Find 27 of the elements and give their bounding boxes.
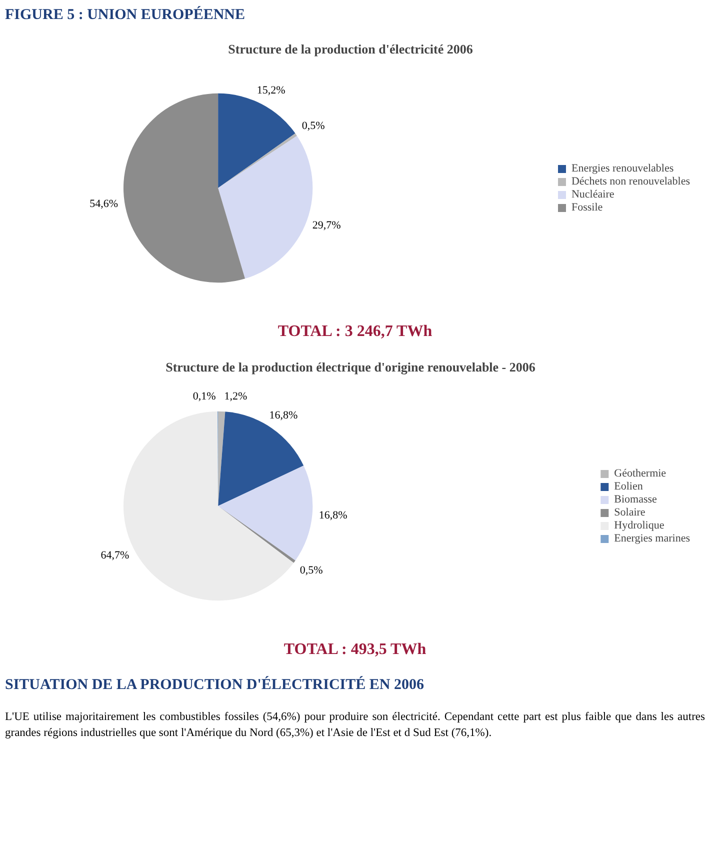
data-label: 16,8% <box>318 509 348 522</box>
chart-title: Structure de la production d'électricité 2006 <box>228 42 474 56</box>
legend-label: Fossile <box>571 201 603 213</box>
text: TOTAL : 493,5 TWh <box>282 640 428 660</box>
data-label: 0,5% <box>300 564 323 577</box>
text: L'UE utilise majoritairement les combustibles fossiles (54,6%) pour produire son électricité. Cependant cette part est plus faible que dans les autres grandes régions industrielles que sont l'Amérique du Nord (65,3%) et l'Asie de l'Est et d Sud Est (76,1%). <box>5 710 705 742</box>
legend-label: Déchets non renouvelables <box>571 175 690 187</box>
legend-label: Energies marines <box>614 532 690 544</box>
data-label: 64,7% <box>100 549 130 562</box>
data-label: 29,7% <box>312 219 341 232</box>
legend-label: Eolien <box>614 480 643 492</box>
data-label: 54,6% <box>90 198 118 210</box>
legend-label: Biomasse <box>614 493 657 505</box>
data-label: 15,2% <box>256 84 286 97</box>
legend-label: Nucléaire <box>571 188 614 200</box>
legend-label: Energies renouvelables <box>571 162 674 174</box>
legend-label: Géothermie <box>614 467 666 479</box>
legend-label: Solaire <box>614 506 646 518</box>
chart-title: Structure de la production électrique d'origine renouvelable - 2006 <box>166 360 536 374</box>
text: SITUATION DE LA PRODUCTION D'ÉLECTRICITÉ EN 2006 <box>5 677 424 693</box>
text: TOTAL : 3 246,7 TWh <box>276 322 434 342</box>
data-label: 0,5% <box>302 120 325 132</box>
data-label: 16,8% <box>269 410 298 422</box>
data-label: 0,1% <box>192 390 216 402</box>
data-label: 1,2% <box>224 390 248 402</box>
legend-label: Hydrolique <box>614 519 664 531</box>
chart-subtitle: FIGURE 5 : UNION EUROPÉENNE <box>5 7 246 23</box>
